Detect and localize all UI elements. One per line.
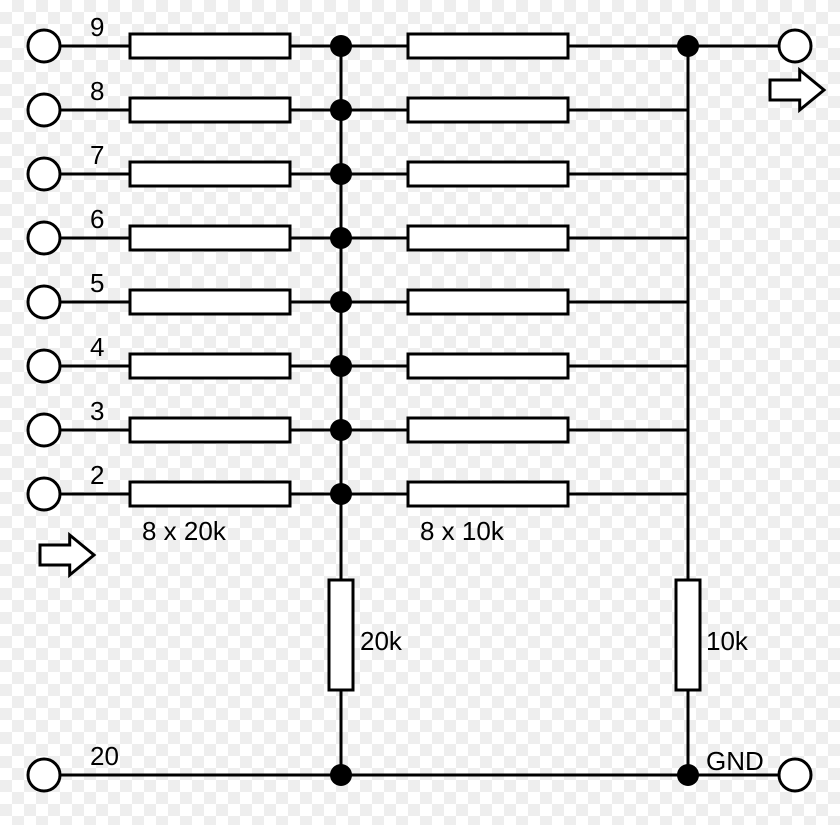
label-gnd: GND <box>706 746 764 776</box>
resistor-10k <box>408 162 568 186</box>
resistor-20k <box>130 162 290 186</box>
label-10k: 10k <box>706 626 749 656</box>
input-terminal <box>28 350 60 382</box>
pin-label: 9 <box>90 12 104 42</box>
junction-node <box>330 764 352 786</box>
label-20k: 20k <box>360 626 403 656</box>
input-terminal <box>28 286 60 318</box>
resistor-10k <box>408 290 568 314</box>
resistor-10k <box>408 226 568 250</box>
gnd-terminal-right <box>779 759 811 791</box>
r2r-ladder-diagram: 9 8 7 6 5 4 3 2 8 x 20k 8 x 10k 20k 10k 20 GND <box>0 0 840 825</box>
resistor-20k <box>130 98 290 122</box>
resistor-10k <box>408 418 568 442</box>
pin-label: 4 <box>90 332 104 362</box>
label-right-group: 8 x 10k <box>420 516 505 546</box>
pin-label: 7 <box>90 140 104 170</box>
input-arrow-icon <box>40 535 94 575</box>
pin-label: 2 <box>90 460 104 490</box>
resistor-20k <box>130 34 290 58</box>
resistor-20k-vertical <box>329 580 353 690</box>
pin-label: 5 <box>90 268 104 298</box>
resistor-20k <box>130 354 290 378</box>
resistor-10k <box>408 34 568 58</box>
input-terminal <box>28 222 60 254</box>
pin-label: 3 <box>90 396 104 426</box>
pin-label: 6 <box>90 204 104 234</box>
resistor-10k-vertical <box>676 580 700 690</box>
resistor-10k <box>408 98 568 122</box>
resistor-20k <box>130 418 290 442</box>
label-left-group: 8 x 20k <box>142 516 227 546</box>
input-terminal <box>28 158 60 190</box>
resistor-10k <box>408 354 568 378</box>
resistor-10k <box>408 482 568 506</box>
pin-label: 8 <box>90 76 104 106</box>
resistor-20k <box>130 482 290 506</box>
resistor-20k <box>130 290 290 314</box>
gnd-terminal-left <box>28 759 60 791</box>
output-terminal <box>779 30 811 62</box>
output-arrow-icon <box>770 70 824 110</box>
input-terminal <box>28 478 60 510</box>
pin-label: 20 <box>90 741 119 771</box>
input-terminal <box>28 30 60 62</box>
resistor-20k <box>130 226 290 250</box>
input-terminal <box>28 94 60 126</box>
input-terminal <box>28 414 60 446</box>
junction-node <box>677 764 699 786</box>
